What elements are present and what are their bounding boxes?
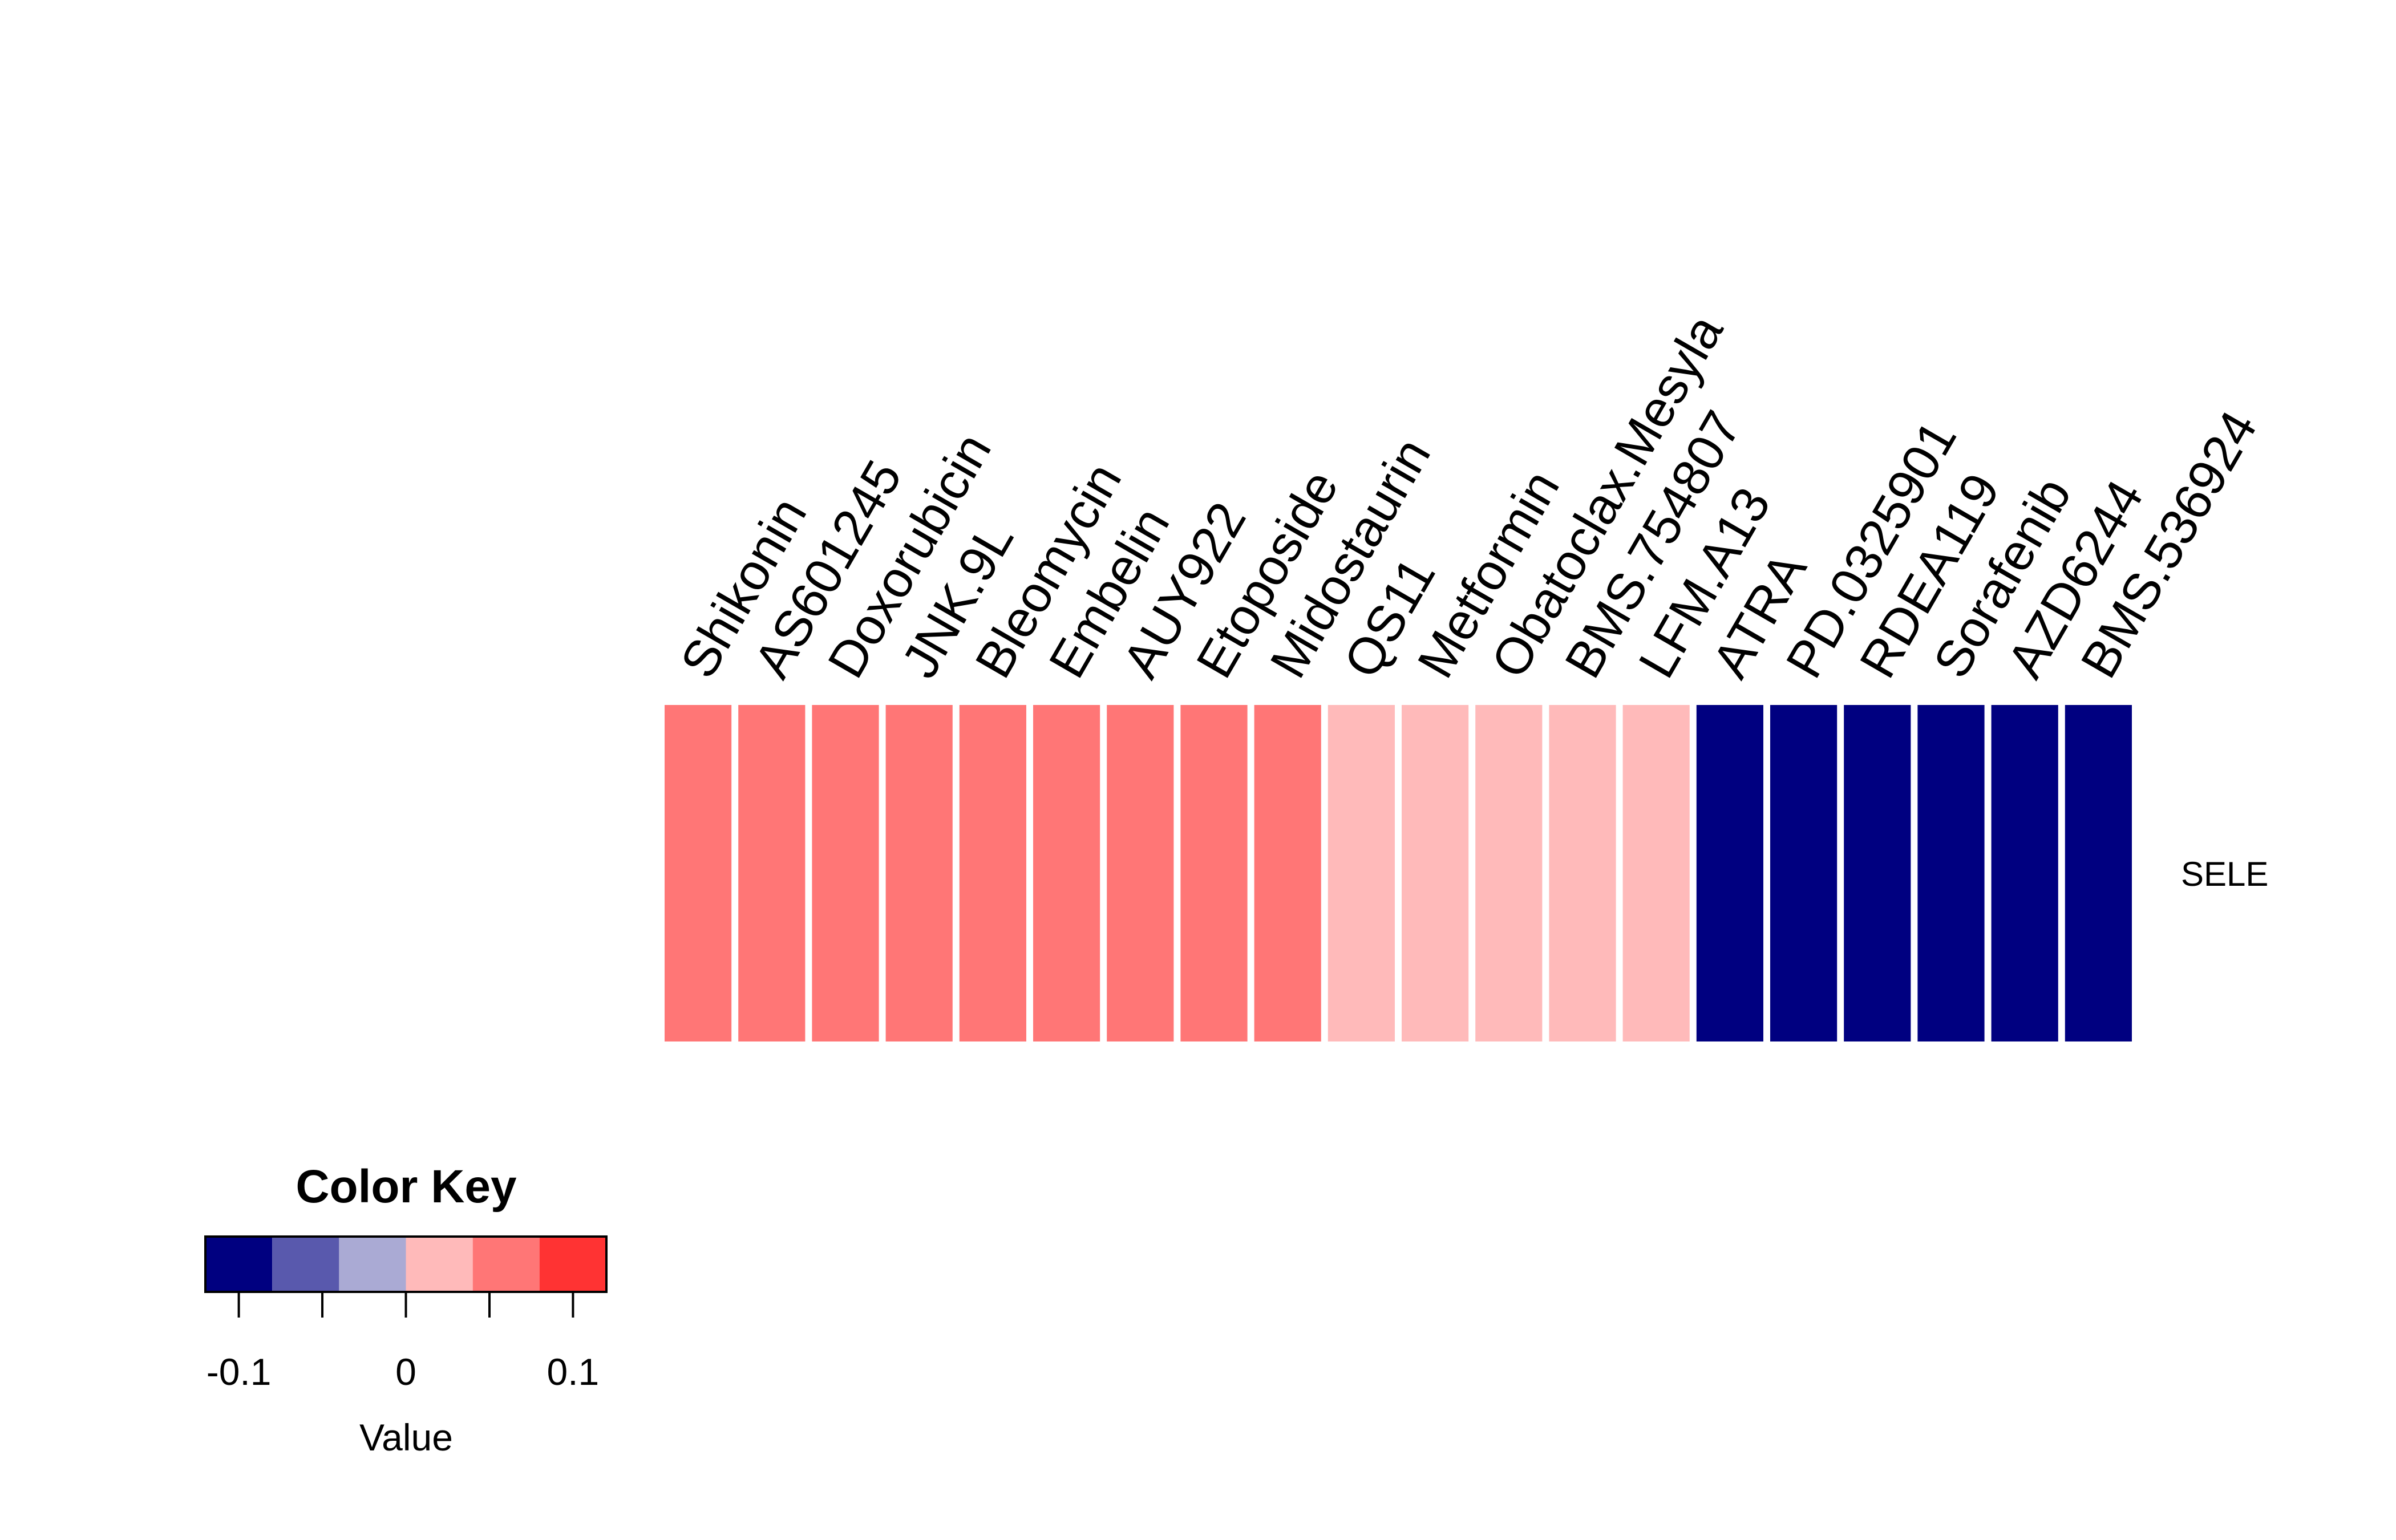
color-key-tick-label: -0.1 (207, 1351, 272, 1393)
heatmap-cell (1254, 705, 1321, 1041)
heatmap-cell (1991, 705, 2058, 1041)
heatmap-cell (1475, 705, 1543, 1041)
color-key-tick-label: 0 (395, 1351, 416, 1393)
heatmap-cell (2065, 705, 2132, 1041)
heatmap-cell (738, 705, 806, 1041)
heatmap-cell (1327, 705, 1395, 1041)
heatmap-cell (1107, 705, 1174, 1041)
column-labels: ShikoninAS601245DoxorubicinJNK.9LBleomyc… (670, 305, 2268, 687)
heatmap-cells (665, 705, 2132, 1041)
row-labels: SELE (2181, 855, 2268, 893)
heatmap-cell (665, 705, 732, 1041)
color-key-swatch (539, 1237, 606, 1292)
color-key-tick-label: 0.1 (547, 1351, 600, 1393)
heatmap-cell (1622, 705, 1690, 1041)
heatmap-cell (885, 705, 953, 1041)
heatmap-cell (812, 705, 879, 1041)
heatmap-cell (1033, 705, 1100, 1041)
color-key-xlabel: Value (359, 1416, 453, 1458)
color-key-title: Color Key (296, 1161, 517, 1213)
color-key-swatch (205, 1237, 273, 1292)
heatmap-cell (1696, 705, 1763, 1041)
color-key-swatch (339, 1237, 406, 1292)
color-key-ticks: -0.1 0 0.1 (207, 1292, 600, 1393)
heatmap-cell (959, 705, 1026, 1041)
color-key-swatches (205, 1237, 606, 1292)
heatmap-cell (1844, 705, 1911, 1041)
color-key-swatch (406, 1237, 473, 1292)
heatmap-cell (1917, 705, 1985, 1041)
color-key-swatch (272, 1237, 339, 1292)
heatmap-cell (1770, 705, 1838, 1041)
heatmap-cell (1549, 705, 1616, 1041)
heatmap-cell (1402, 705, 1469, 1041)
row-label: SELE (2181, 855, 2268, 893)
color-key: Color Key -0.1 0 0.1 Value (204, 1161, 608, 1458)
heatmap-cell (1180, 705, 1248, 1041)
color-key-swatch (472, 1237, 540, 1292)
